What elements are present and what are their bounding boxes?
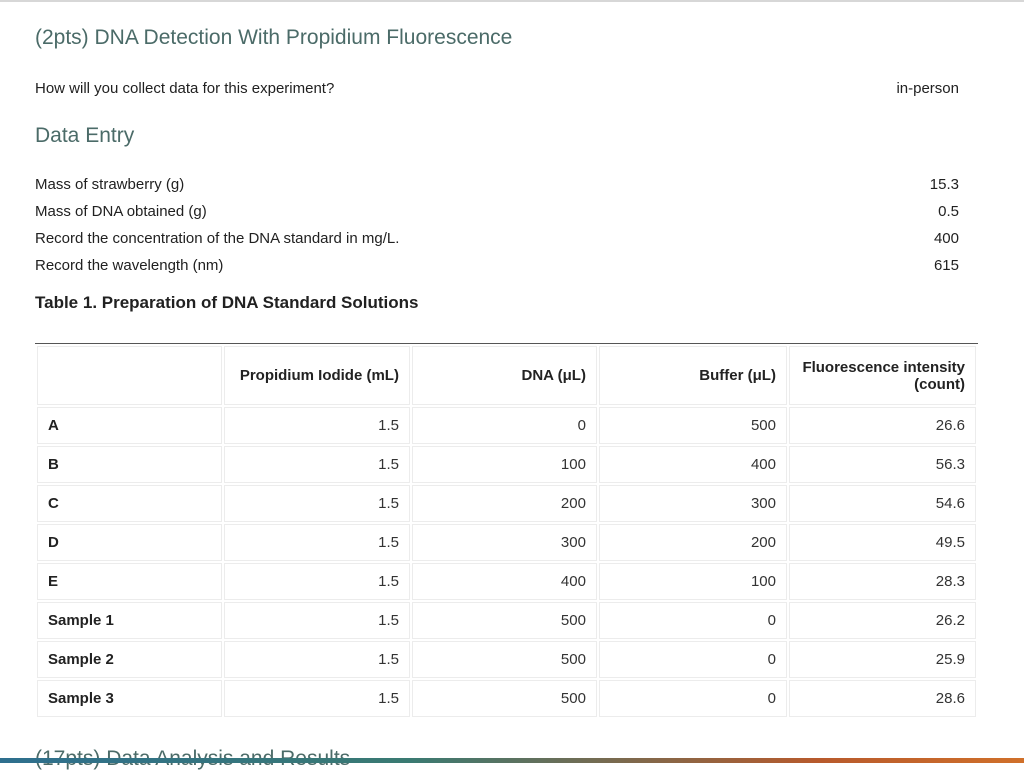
table-row: Sample 2 1.5 500 0 25.9: [37, 641, 976, 678]
row-label: D: [37, 524, 222, 561]
table-cell: 1.5: [223, 485, 410, 522]
table-header-row: Propidium Iodide (mL) DNA (μL) Buffer (μ…: [37, 346, 976, 405]
table-cell: 400: [598, 446, 787, 483]
table-cell: 1.5: [223, 446, 410, 483]
column-header: Fluorescence intensity (count): [788, 346, 976, 405]
table-row: Sample 1 1.5 500 0 26.2: [37, 602, 976, 639]
data-entry-value: 15.3: [929, 176, 959, 193]
table-cell: 1.5: [223, 641, 410, 678]
table-cell: 54.6: [788, 485, 976, 522]
dna-standards-table: Propidium Iodide (mL) DNA (μL) Buffer (μ…: [35, 343, 978, 719]
table-cell: 1.5: [223, 524, 410, 561]
bottom-accent-bar: [0, 758, 1024, 763]
section-title: (2pts) DNA Detection With Propidium Fluo…: [35, 26, 513, 49]
data-entry-row: Mass of DNA obtained (g) 0.5: [35, 202, 959, 229]
table-cell: 500: [411, 641, 597, 678]
table-cell: 300: [411, 524, 597, 561]
table-cell: 0: [598, 680, 787, 717]
data-entry-row: Record the concentration of the DNA stan…: [35, 229, 959, 256]
row-label: Sample 2: [37, 641, 222, 678]
table-row: E 1.5 400 100 28.3: [37, 563, 976, 600]
table-cell: 500: [411, 680, 597, 717]
data-entry-value: 0.5: [938, 203, 959, 220]
row-label: Sample 1: [37, 602, 222, 639]
table-row: A 1.5 0 500 26.6: [37, 407, 976, 444]
table-cell: 28.6: [788, 680, 976, 717]
table-cell: 56.3: [788, 446, 976, 483]
row-label: Sample 3: [37, 680, 222, 717]
data-entry-list: Mass of strawberry (g) 15.3 Mass of DNA …: [35, 175, 959, 283]
table-cell: 1.5: [223, 602, 410, 639]
table-caption: Table 1. Preparation of DNA Standard Sol…: [35, 293, 419, 312]
table-row: B 1.5 100 400 56.3: [37, 446, 976, 483]
collection-question: How will you collect data for this exper…: [35, 80, 335, 97]
row-label: E: [37, 563, 222, 600]
data-entry-value: 615: [933, 257, 959, 274]
data-entry-row: Record the wavelength (nm) 615: [35, 256, 959, 283]
table-cell: 400: [411, 563, 597, 600]
top-divider: [0, 0, 1024, 2]
column-header: [37, 346, 222, 405]
table-cell: 26.6: [788, 407, 976, 444]
data-entry-row: Mass of strawberry (g) 15.3: [35, 175, 959, 202]
column-header: Propidium Iodide (mL): [223, 346, 410, 405]
row-label: A: [37, 407, 222, 444]
table-cell: 200: [411, 485, 597, 522]
table-cell: 1.5: [223, 680, 410, 717]
data-entry-label: Mass of DNA obtained (g): [35, 203, 207, 220]
data-entry-title: Data Entry: [35, 124, 135, 147]
table-cell: 26.2: [788, 602, 976, 639]
table-cell: 300: [598, 485, 787, 522]
table-cell: 0: [411, 407, 597, 444]
collection-answer: in-person: [896, 80, 959, 97]
table-cell: 500: [598, 407, 787, 444]
table-cell: 100: [411, 446, 597, 483]
data-entry-label: Record the wavelength (nm): [35, 257, 224, 274]
table-cell: 28.3: [788, 563, 976, 600]
data-entry-label: Record the concentration of the DNA stan…: [35, 230, 400, 247]
table-cell: 25.9: [788, 641, 976, 678]
table-cell: 1.5: [223, 407, 410, 444]
table-cell: 49.5: [788, 524, 976, 561]
table-cell: 200: [598, 524, 787, 561]
table-cell: 1.5: [223, 563, 410, 600]
data-entry-value: 400: [933, 230, 959, 247]
row-label: C: [37, 485, 222, 522]
table-row: D 1.5 300 200 49.5: [37, 524, 976, 561]
table-cell: 100: [598, 563, 787, 600]
row-label: B: [37, 446, 222, 483]
column-header: DNA (μL): [411, 346, 597, 405]
table-cell: 0: [598, 602, 787, 639]
table-row: Sample 3 1.5 500 0 28.6: [37, 680, 976, 717]
collection-question-row: How will you collect data for this exper…: [35, 80, 959, 97]
column-header: Buffer (μL): [598, 346, 787, 405]
table-cell: 0: [598, 641, 787, 678]
table-row: C 1.5 200 300 54.6: [37, 485, 976, 522]
table-cell: 500: [411, 602, 597, 639]
data-entry-label: Mass of strawberry (g): [35, 176, 185, 193]
